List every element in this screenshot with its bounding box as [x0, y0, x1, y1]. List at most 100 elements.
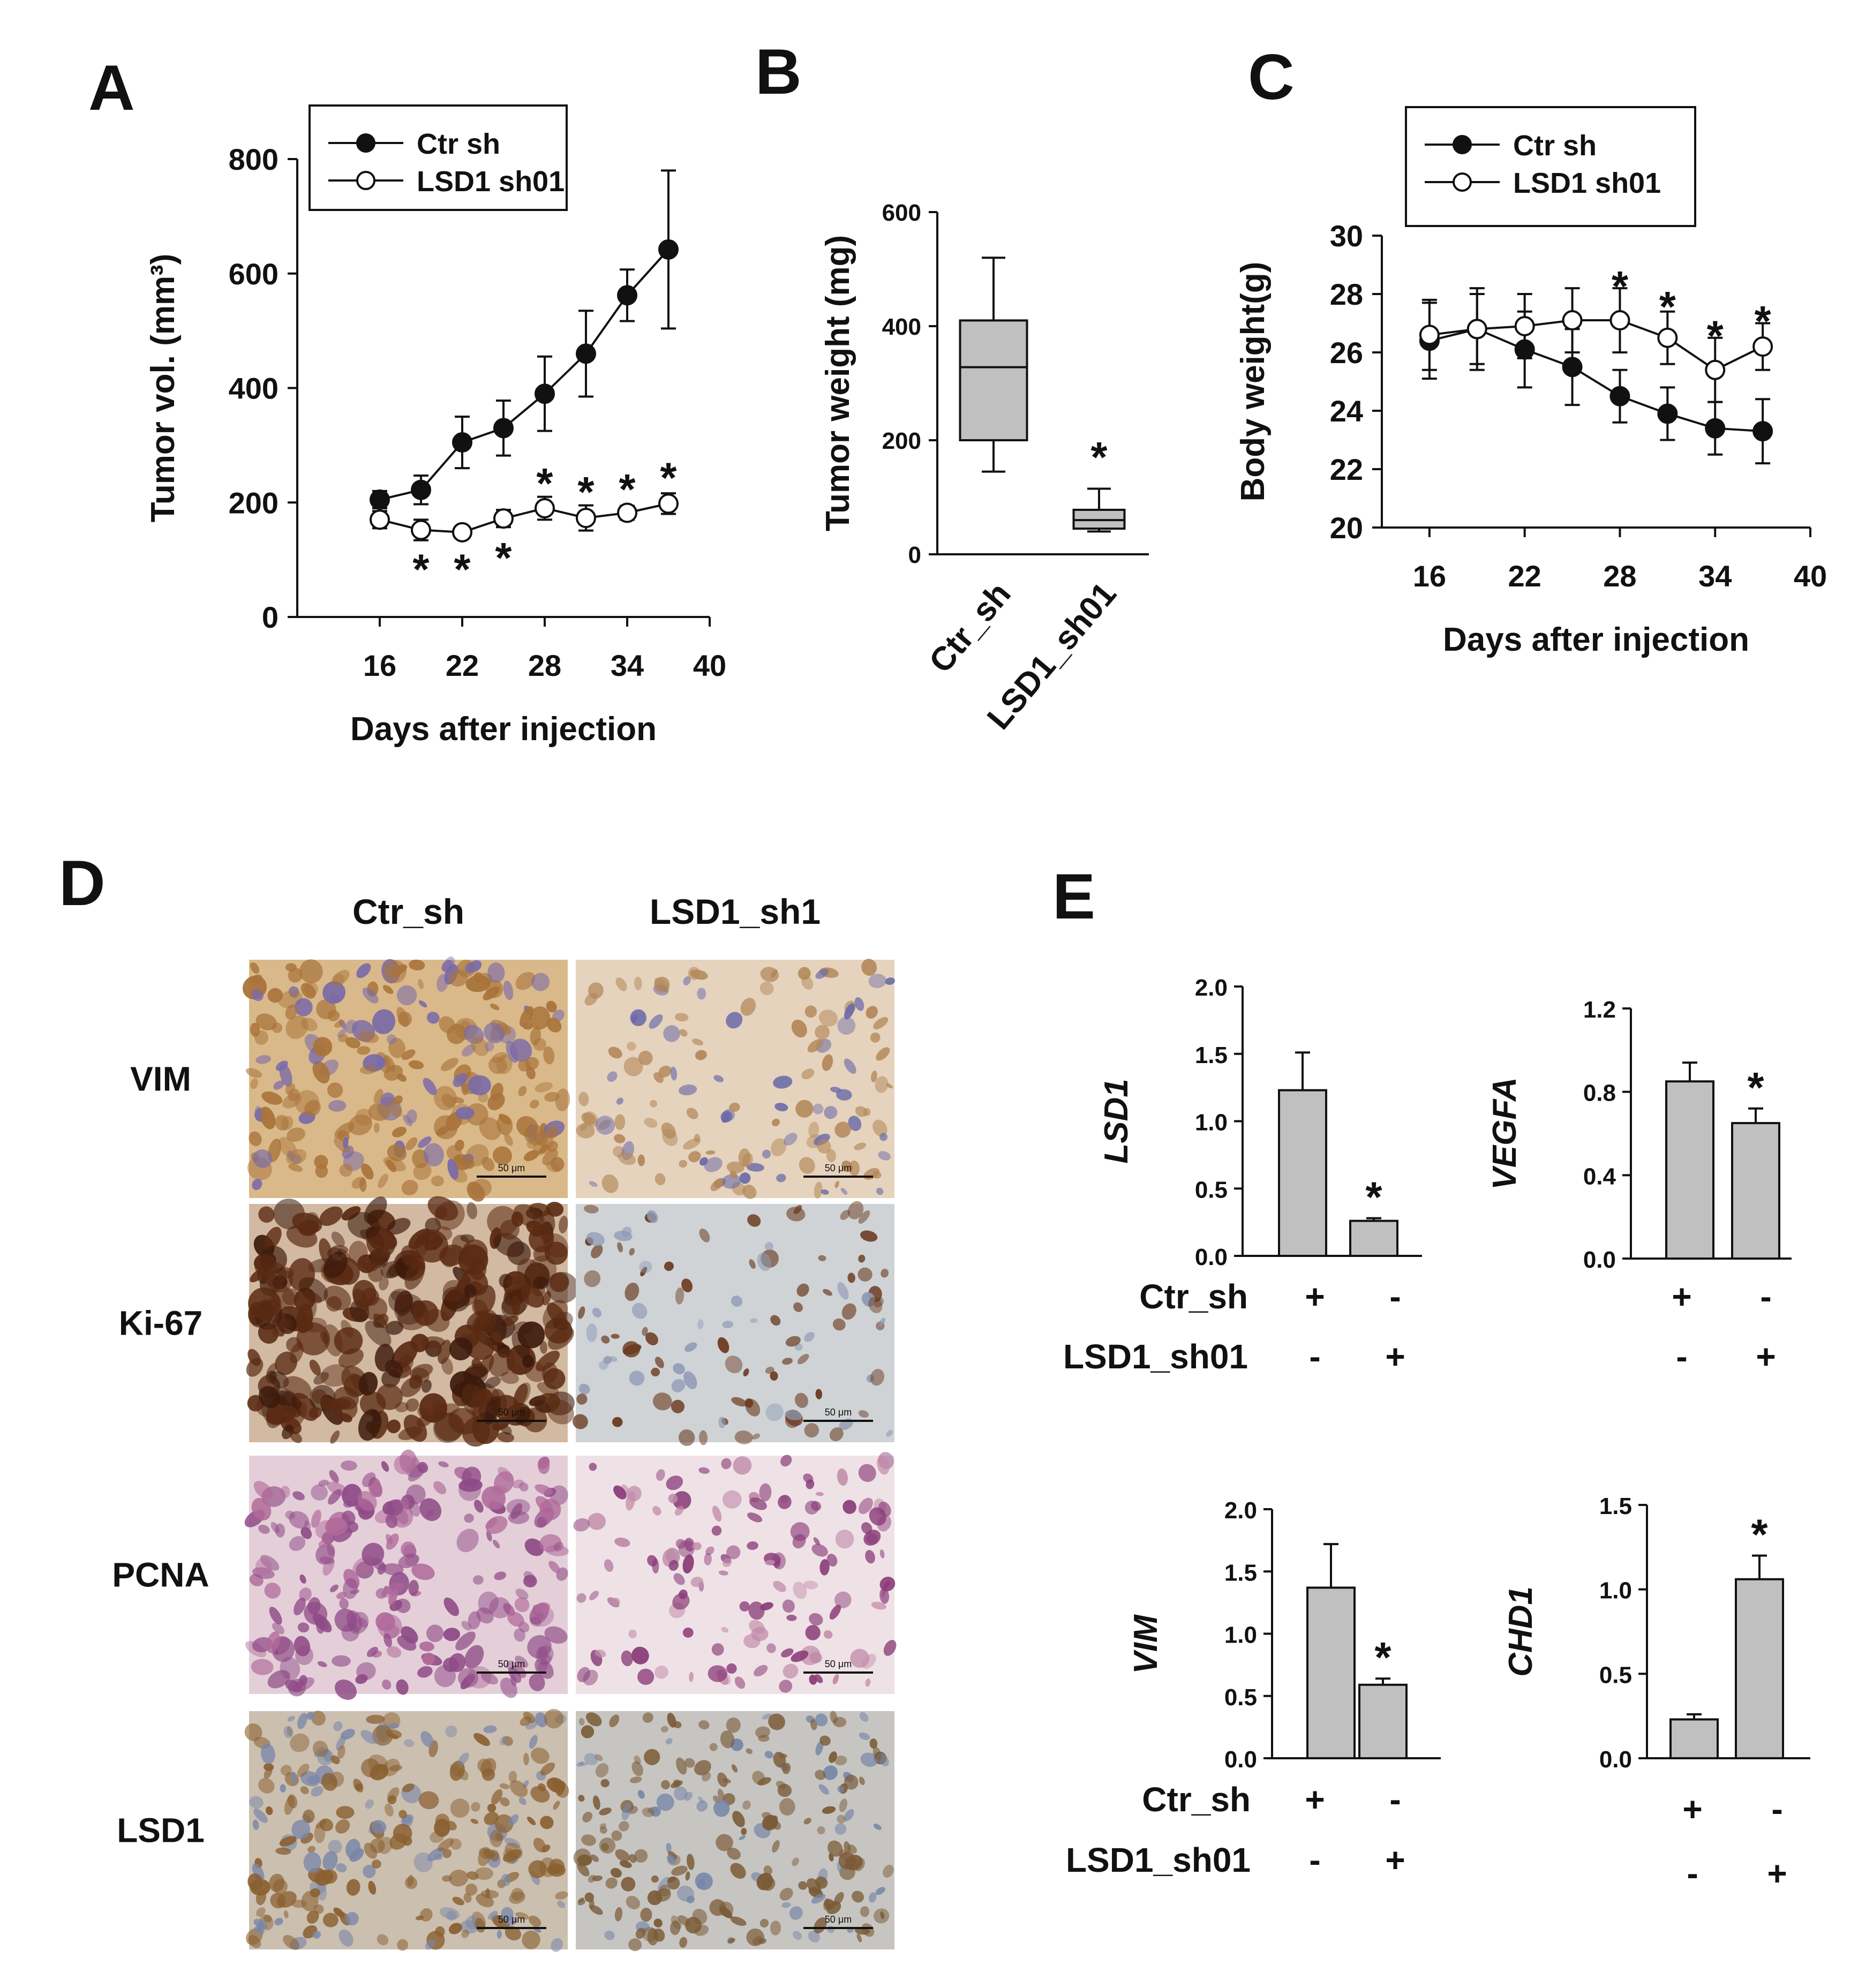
- cell-mark: [311, 1509, 321, 1528]
- cell-mark: [306, 1910, 319, 1924]
- cell-mark: [840, 1188, 848, 1195]
- data-point: [1609, 310, 1630, 331]
- cell-mark: [883, 1640, 897, 1656]
- cell-mark: [859, 1732, 870, 1740]
- cell-mark: [612, 1598, 620, 1606]
- cell-mark: [621, 1803, 631, 1820]
- cell-mark: [673, 1721, 682, 1728]
- cell-mark: [287, 1127, 306, 1142]
- cell-mark: [782, 1358, 793, 1365]
- y-tick-label: 600: [882, 200, 921, 226]
- cell-mark: [491, 1485, 507, 1496]
- cell-mark: [578, 1383, 590, 1395]
- cell-mark: [745, 1398, 761, 1417]
- y-tick-label: 1.5: [1195, 1042, 1228, 1068]
- cell-mark: [614, 1537, 630, 1547]
- cell-mark: [578, 1718, 585, 1726]
- cell-mark: [285, 1680, 302, 1692]
- cell-mark: [358, 1372, 378, 1396]
- cell-mark: [875, 1076, 889, 1093]
- cell-mark: [438, 1461, 449, 1467]
- legend-marker: [1453, 135, 1472, 154]
- cell-mark: [555, 1891, 568, 1900]
- cell-mark: [398, 1426, 422, 1440]
- ihc-tile: 50 μm: [244, 1449, 569, 1700]
- cell-mark: [609, 1714, 620, 1728]
- cell-mark: [294, 1597, 306, 1616]
- cell-mark: [443, 1597, 460, 1616]
- cell-mark: [303, 1809, 315, 1823]
- cell-mark: [244, 1723, 262, 1741]
- condition-sign: -: [1771, 1790, 1782, 1828]
- cell-mark: [844, 1809, 854, 1821]
- cell-mark: [377, 1934, 389, 1946]
- cell-mark: [749, 1259, 756, 1269]
- cell-mark: [464, 1513, 474, 1523]
- cell-mark: [417, 1136, 432, 1148]
- cell-mark: [685, 1871, 690, 1881]
- cell-mark: [584, 1753, 598, 1765]
- cell-mark: [408, 1500, 420, 1517]
- cell-mark: [523, 1575, 537, 1588]
- cell-mark: [692, 1908, 708, 1925]
- cell-mark: [408, 1580, 419, 1596]
- cell-mark: [813, 1103, 824, 1115]
- y-tick-label: 0.8: [1583, 1080, 1616, 1106]
- cell-mark: [578, 1091, 589, 1106]
- cell-mark: [356, 963, 371, 978]
- cell-mark: [668, 1560, 679, 1571]
- cell-mark: [292, 1491, 305, 1501]
- cell-mark: [673, 1363, 685, 1374]
- cell-mark: [267, 1670, 290, 1689]
- cell-mark: [485, 1516, 508, 1534]
- ihc-row-label: VIM: [130, 1060, 191, 1098]
- cell-mark: [446, 1145, 462, 1160]
- cell-mark: [726, 1012, 743, 1029]
- cell-mark: [836, 1089, 852, 1101]
- y-tick-label: 200: [229, 486, 279, 519]
- cell-mark: [578, 1795, 585, 1802]
- cell-mark: [442, 1279, 465, 1302]
- cell-mark: [581, 1725, 595, 1738]
- cell-mark: [484, 1022, 505, 1043]
- cell-mark: [405, 1137, 418, 1150]
- cell-mark: [381, 1461, 389, 1472]
- legend-label: LSD1 sh01: [417, 165, 565, 198]
- cell-mark: [644, 1749, 660, 1765]
- cell-mark: [656, 1793, 674, 1811]
- y-tick-label: 400: [882, 314, 921, 340]
- cell-mark: [518, 1797, 526, 1805]
- y-tick-label: 1.0: [1599, 1578, 1632, 1604]
- cell-mark: [858, 1410, 869, 1418]
- cell-mark: [704, 1553, 712, 1565]
- cell-mark: [731, 1764, 738, 1773]
- cell-mark: [815, 1674, 823, 1683]
- cell-mark: [396, 985, 417, 1006]
- y-tick-label: 26: [1330, 336, 1363, 370]
- cell-mark: [548, 1327, 574, 1350]
- cell-mark: [535, 1658, 554, 1679]
- cell-mark: [524, 1150, 539, 1162]
- cell-mark: [843, 1500, 856, 1514]
- cell-mark: [801, 1068, 815, 1080]
- cell-mark: [294, 1636, 311, 1656]
- cell-mark: [523, 1712, 536, 1723]
- cell-mark: [319, 1556, 335, 1564]
- cell-mark: [472, 1299, 488, 1317]
- cell-mark: [338, 1929, 353, 1947]
- cell-mark: [621, 1650, 633, 1667]
- significance-star: *: [1755, 297, 1772, 345]
- cell-mark: [465, 962, 476, 974]
- cell-mark: [387, 1499, 403, 1516]
- cell-mark: [435, 1206, 448, 1219]
- cell-mark: [336, 1736, 346, 1751]
- cell-mark: [635, 1927, 646, 1939]
- data-point: [617, 502, 637, 523]
- cell-mark: [409, 959, 425, 970]
- cell-mark: [629, 1776, 642, 1783]
- cell-mark: [854, 997, 864, 1011]
- panel-letter-e: E: [1052, 861, 1095, 932]
- cell-mark: [487, 1206, 518, 1237]
- cell-mark: [743, 1633, 761, 1648]
- cell-mark: [728, 1102, 740, 1112]
